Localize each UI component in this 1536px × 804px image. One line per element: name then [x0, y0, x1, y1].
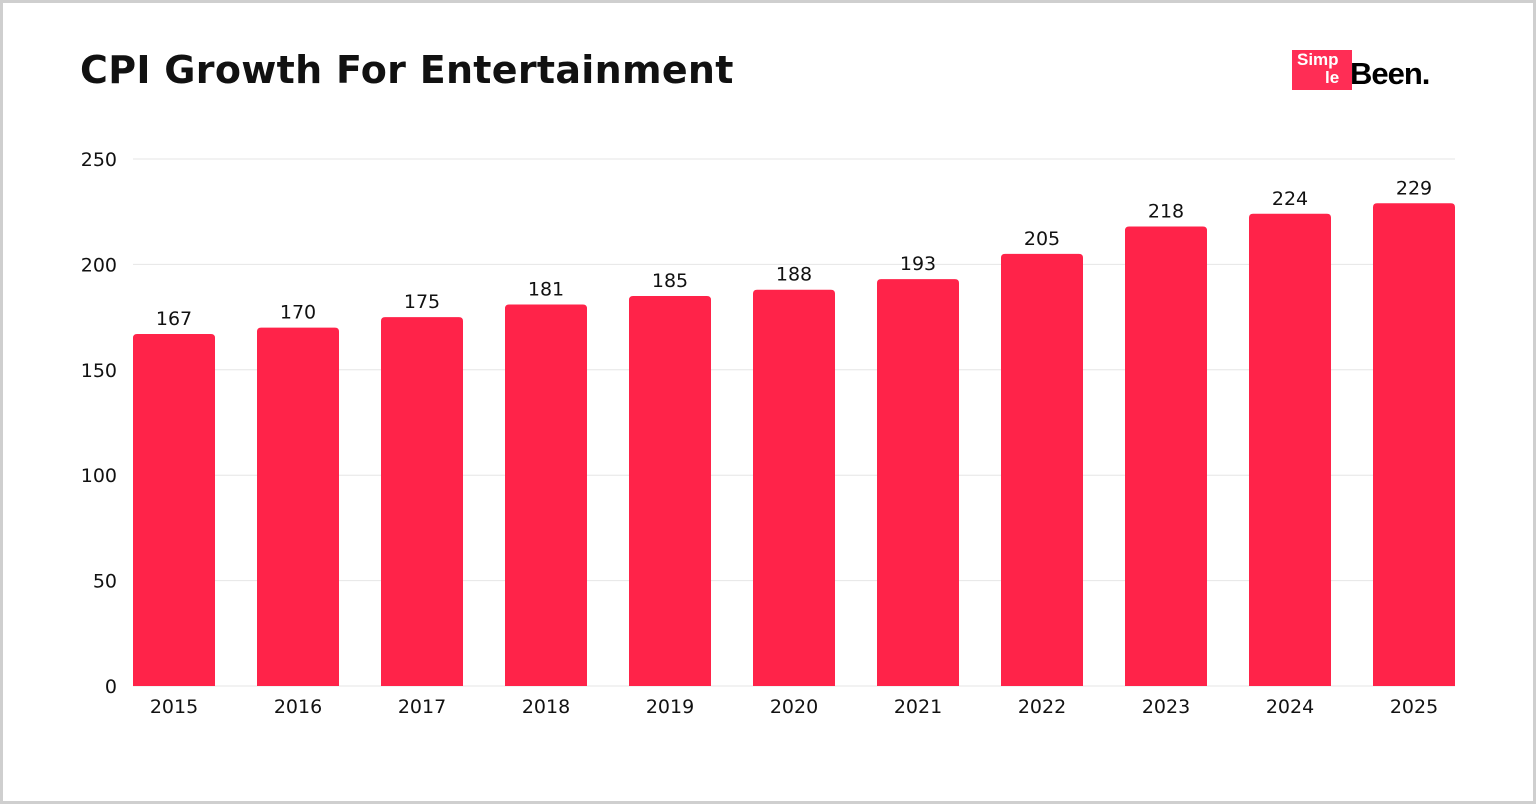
bar — [1125, 226, 1207, 686]
x-tick-label: 2022 — [1018, 696, 1066, 718]
x-tick-label: 2025 — [1390, 696, 1438, 718]
y-tick-label: 0 — [105, 676, 117, 698]
x-tick-label: 2019 — [646, 696, 694, 718]
y-tick-label: 100 — [81, 465, 117, 487]
logo-text-simp: Simp — [1297, 50, 1339, 69]
data-label: 167 — [156, 308, 192, 330]
bar — [1373, 203, 1455, 686]
y-tick-label: 200 — [81, 254, 117, 276]
x-tick-label: 2017 — [398, 696, 446, 718]
bar — [381, 317, 463, 686]
data-label: 181 — [528, 278, 564, 300]
y-tick-label: 250 — [81, 149, 117, 171]
bar — [629, 296, 711, 686]
x-tick-label: 2016 — [274, 696, 322, 718]
bar — [505, 304, 587, 686]
data-label: 205 — [1024, 228, 1060, 250]
data-label: 175 — [404, 291, 440, 313]
bar — [877, 279, 959, 686]
data-label: 229 — [1396, 177, 1432, 199]
bar — [1001, 253, 1083, 687]
logo-box — [1292, 50, 1352, 90]
data-label: 193 — [900, 253, 936, 275]
y-tick-label: 150 — [81, 360, 117, 382]
x-tick-label: 2023 — [1142, 696, 1190, 718]
data-label: 188 — [776, 264, 812, 286]
x-tick-label: 2015 — [150, 696, 198, 718]
x-tick-label: 2021 — [894, 696, 942, 718]
bar — [133, 333, 215, 686]
bar — [753, 289, 835, 686]
data-label: 170 — [280, 302, 316, 324]
bar — [257, 327, 339, 686]
logo-text-been: Been. — [1350, 56, 1430, 91]
chart-title: CPI Growth For Entertainment — [80, 48, 734, 92]
data-label: 224 — [1272, 188, 1308, 210]
y-tick-label: 50 — [93, 571, 117, 593]
data-label: 218 — [1148, 200, 1184, 222]
x-tick-label: 2024 — [1266, 696, 1314, 718]
x-tick-label: 2020 — [770, 696, 818, 718]
bar — [1249, 213, 1331, 687]
data-label: 185 — [652, 270, 688, 292]
logo-text-le: le — [1325, 68, 1340, 87]
x-tick-label: 2018 — [522, 696, 570, 718]
